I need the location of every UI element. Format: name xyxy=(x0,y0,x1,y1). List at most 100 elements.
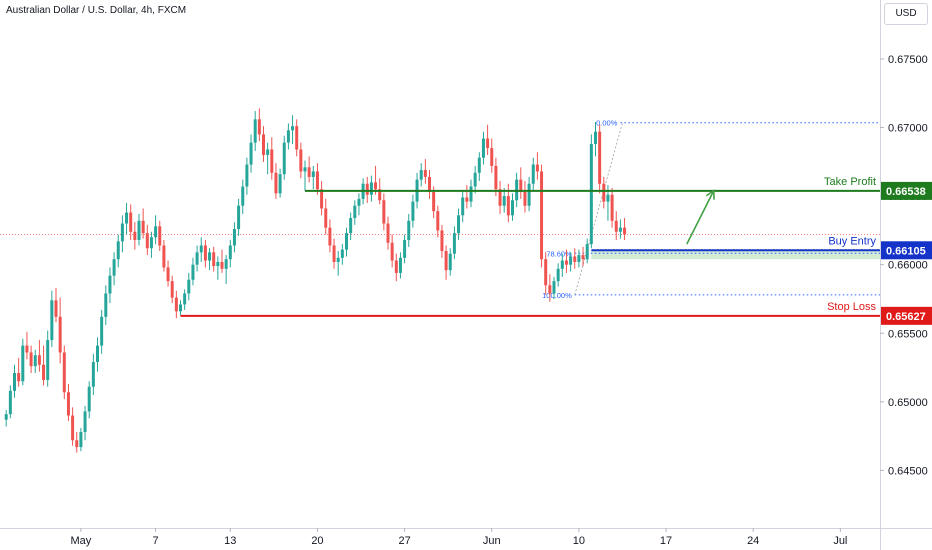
candle-body xyxy=(498,189,502,206)
candle-body xyxy=(208,252,212,261)
time-axis-label: Jun xyxy=(483,535,501,547)
candle-body xyxy=(125,212,129,224)
candle-body xyxy=(62,352,66,393)
candle-body xyxy=(440,230,444,251)
candle-body xyxy=(340,249,344,258)
candle-body xyxy=(137,220,141,240)
candle-body xyxy=(42,364,46,380)
candle-body xyxy=(473,172,477,187)
candle-body xyxy=(224,259,228,269)
candle-body xyxy=(232,229,236,246)
candle-body xyxy=(423,170,427,177)
candle-body xyxy=(303,167,307,172)
candle-body xyxy=(328,227,332,246)
fib-level-label: 78.60% xyxy=(546,249,572,258)
candle-body xyxy=(307,167,311,177)
candle-body xyxy=(274,172,278,194)
candle-body xyxy=(345,233,348,250)
candle-body xyxy=(191,264,195,280)
time-axis-label: Jul xyxy=(833,535,847,547)
candle-body xyxy=(407,220,411,240)
candle-body xyxy=(411,201,415,221)
candle-body xyxy=(83,411,87,432)
candle-body xyxy=(270,149,274,173)
candle-body xyxy=(535,164,539,172)
candle-body xyxy=(37,355,41,365)
candle-body xyxy=(494,165,498,190)
candle-body xyxy=(17,373,21,382)
candle-body xyxy=(120,223,124,242)
time-axis-label: 10 xyxy=(573,535,585,547)
candle-body xyxy=(569,256,573,265)
candle-body xyxy=(29,352,33,367)
price-axis-label: 0.67500 xyxy=(888,54,928,66)
candle-body xyxy=(614,220,618,232)
stop-loss-price-tag xyxy=(881,306,932,325)
stop-loss-label: Stop Loss xyxy=(827,301,876,313)
candle-body xyxy=(523,192,527,206)
candle-body xyxy=(374,182,378,190)
candle-body xyxy=(602,183,606,202)
candle-body xyxy=(237,205,241,230)
candle-body xyxy=(228,245,232,260)
candle-body xyxy=(324,208,328,228)
buy-entry-price-tag xyxy=(881,241,932,260)
candle-body xyxy=(141,220,145,234)
price-axis-label: 0.65000 xyxy=(888,397,928,409)
candle-body xyxy=(282,142,286,175)
candle-body xyxy=(21,345,25,382)
candle-body xyxy=(403,240,407,258)
candle-body xyxy=(79,432,83,448)
candle-body xyxy=(286,130,290,143)
candle-body xyxy=(104,293,108,317)
candle-body xyxy=(245,164,249,187)
candle-body xyxy=(527,183,531,206)
candle-body xyxy=(13,373,16,391)
candle-body xyxy=(598,131,602,184)
candle-body xyxy=(382,200,386,224)
candle-body xyxy=(469,186,473,202)
candle-body xyxy=(477,157,481,173)
candle-body xyxy=(428,176,431,192)
candle-body xyxy=(71,415,75,441)
candle-body xyxy=(531,164,535,184)
candle-body xyxy=(149,237,153,249)
candle-body xyxy=(444,250,448,271)
price-axis-label: 0.66000 xyxy=(888,260,928,272)
candle-body xyxy=(262,134,265,155)
candle-body xyxy=(299,149,303,172)
candle-body xyxy=(540,171,544,260)
candle-body xyxy=(544,259,548,286)
candle-body xyxy=(96,345,99,363)
candle-body xyxy=(166,267,170,282)
candle-body xyxy=(353,205,357,219)
candle-body xyxy=(519,179,523,192)
candle-body xyxy=(87,386,91,412)
candle-body xyxy=(199,245,203,253)
time-axis-label: May xyxy=(71,535,92,547)
fib-level-label: 0.00% xyxy=(596,119,618,128)
candle-body xyxy=(419,170,423,180)
candle-body xyxy=(457,215,461,234)
candle-body xyxy=(560,260,564,269)
candle-body xyxy=(216,261,220,267)
candle-body xyxy=(577,255,581,262)
candle-body xyxy=(257,119,261,135)
candle-body xyxy=(490,148,494,166)
candle-body xyxy=(46,340,50,380)
candle-body xyxy=(33,355,37,367)
price-axis[interactable] xyxy=(880,0,932,550)
candle-body xyxy=(170,281,174,298)
candle-body xyxy=(594,131,597,144)
candle-body xyxy=(133,231,137,240)
candle-body xyxy=(386,223,390,243)
candle-body xyxy=(154,226,158,238)
currency-button[interactable]: USD xyxy=(884,3,928,25)
candle-body xyxy=(158,226,162,246)
candle-body xyxy=(183,293,187,305)
candle-body xyxy=(506,196,510,216)
chart-title: Australian Dollar / U.S. Dollar, 4h, FXC… xyxy=(6,5,187,16)
candle-body xyxy=(112,259,116,276)
candle-body xyxy=(100,316,104,346)
